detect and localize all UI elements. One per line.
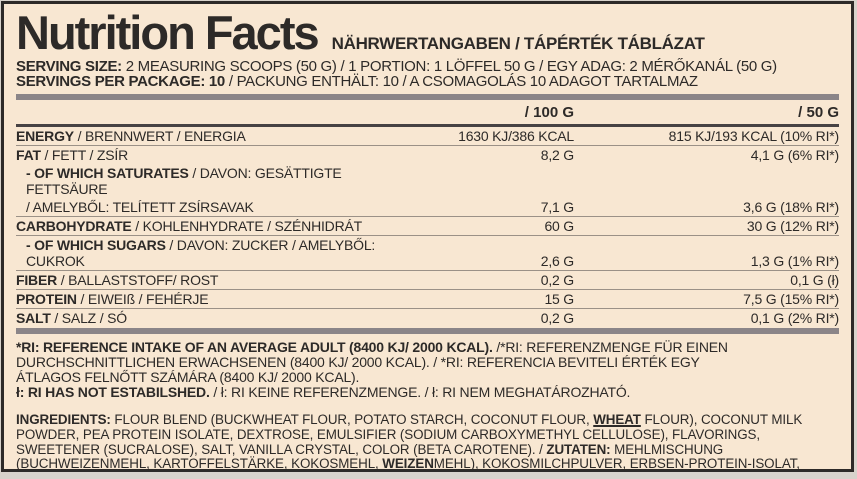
footnotes: *RI: REFERENCE INTAKE OF AN AVERAGE ADUL… [16,338,839,400]
nutrient-label: FIBER / BALLASTSTOFF/ ROST [16,271,219,288]
table-row: - OF WHICH SATURATES / DAVON: GESÄTTIGTE… [16,164,839,198]
table-row: FAT / FETT / ZSÍR 8,2 G 4,1 G (6% RI*) [16,146,839,164]
value-per-50g: 3,6 G (18% RI*) [743,198,839,215]
ingredients-paragraph: INGREDIENTS: FLOUR BLEND (BUCKWHEAT FLOU… [16,411,839,472]
value-per-100g: 0,2 G [540,309,574,326]
serving-size-line: SERVING SIZE: 2 MEASURING SCOOPS (50 G) … [16,59,839,75]
servings-per-package-line: SERVINGS PER PACKAGE: 10 / PACKUNG ENTHÄ… [16,74,839,90]
nutrition-label: Nutrition Facts NÄHRWERTANGABEN / TÁPÉRT… [1,1,854,472]
servings-per-package-label: SERVINGS PER PACKAGE: 10 [16,73,225,91]
value-per-50g: 1,3 G (1% RI*) [750,252,839,269]
column-header-per-100g: / 100 G [524,103,574,121]
bold-text-run: *RI: REFERENCE INTAKE OF AN AVERAGE ADUL… [16,338,493,355]
value-per-100g: 2,6 G [540,252,574,269]
column-header-spacer [16,104,424,121]
page-title: Nutrition Facts [16,6,320,59]
nutrient-label: PROTEIN / EIWEIß / FEHÉRJE [16,290,209,307]
page-subtitle: NÄHRWERTANGABEN / TÁPÉRTÉK TÁBLÁZAT [331,34,705,53]
value-per-50g: 0,1 G (2% RI*) [750,309,839,326]
value-per-50g: 815 KJ/193 KCAL (10% RI*) [668,127,840,144]
text-run: / ł: RI KEINE REFERENZMENGE. / ł: RI NEM… [209,383,631,400]
label-header: Nutrition Facts NÄHRWERTANGABEN / TÁPÉRT… [16,9,839,57]
nutrient-label: ENERGY / BRENNWERT / ENERGIA [16,127,246,144]
nutrient-label: FAT / FETT / ZSÍR [16,146,128,163]
serving-info: SERVING SIZE: 2 MEASURING SCOOPS (50 G) … [16,59,839,90]
column-headers: / 100 G / 50 G [16,100,839,124]
nutrient-label: - OF WHICH SATURATES / DAVON: GESÄTTIGTE… [26,164,342,197]
table-row: ENERGY / BRENNWERT / ENERGIA 1630 KJ/386 … [16,127,839,146]
serving-size-text: 2 MEASURING SCOOPS (50 G) / 1 PORTION: 1… [121,57,777,75]
text-run: MEHL), KOKOSMILCHPULVER, ERBSEN-PROTEIN-… [433,456,800,472]
header-rule [16,123,839,127]
table-row: FIBER / BALLASTSTOFF/ ROST 0,2 G 0,1 G (ł) [16,271,839,290]
value-per-50g: 30 G (12% RI*) [746,217,839,234]
nutrient-label: / AMELYBŐL: TELÍTETT ZSÍRSAVAK [26,198,254,215]
nutrition-table-rows: ENERGY / BRENNWERT / ENERGIA 1630 KJ/386 … [16,127,839,327]
text-run: FLOUR), COCONUT MILK POWDER, PEA PROTEIN… [16,411,803,457]
nutrient-label: SALT / SALZ / SÓ [16,309,127,326]
servings-per-package-text: / PACKUNG ENTHÄLT: 10 / A CSOMAGOLÁS 10 … [224,73,698,91]
allergen-highlight: WEIZEN [382,456,434,472]
table-row: - OF WHICH SUGARS / DAVON: ZUCKER / AMEL… [16,236,839,271]
value-per-100g: 15 G [544,290,574,307]
value-per-100g: 60 G [544,217,574,234]
value-per-50g: 7,5 G (15% RI*) [743,290,839,307]
bold-text-run: ł: RI HAS NOT ESTABILSHED. [16,383,210,400]
table-row: / AMELYBŐL: TELÍTETT ZSÍRSAVAK 7,1 G 3,6 G… [16,198,839,217]
text-run: /*RI: REFERENZMENGE FÜR EINEN DURCHSCHNI… [16,338,728,385]
separator-bar-bottom [16,327,839,334]
serving-size-label: SERVING SIZE: [16,57,122,75]
reference-intake-note: *RI: REFERENCE INTAKE OF AN AVERAGE ADUL… [16,338,748,385]
nutrient-label: CARBOHYDRATE / KOHLENHYDRATE / SZÉNHIDRÁ… [16,217,362,234]
table-row: SALT / SALZ / SÓ 0,2 G 0,1 G (2% RI*) [16,309,839,327]
value-per-100g: 8,2 G [540,146,574,163]
value-per-100g: 1630 KJ/386 KCAL [458,127,574,144]
table-row: CARBOHYDRATE / KOHLENHYDRATE / SZÉNHIDRÁ… [16,217,839,236]
bold-text-run: ZUTATEN: [546,441,611,457]
column-header-per-50g: / 50 G [798,103,839,121]
text-run: FLOUR BLEND (BUCKWHEAT FLOUR, POTATO STA… [110,411,594,427]
value-per-100g: 7,1 G [540,198,574,215]
text-run: MEHLMISCHUNG (BUCHWEIZENMEHL, KARTOFFELS… [16,441,724,472]
value-per-50g: 0,1 G (ł) [790,271,839,288]
value-per-100g: 0,2 G [540,271,574,288]
table-row: PROTEIN / EIWEIß / FEHÉRJE 15 G 7,5 G (15%… [16,290,839,309]
allergen-highlight: WHEAT [593,411,641,427]
no-reference-intake-note: ł: RI HAS NOT ESTABILSHED. / ł: RI KEINE… [16,383,839,400]
bold-text-run: INGREDIENTS: [16,411,111,427]
separator-bar-top [16,93,839,100]
value-per-50g: 4,1 G (6% RI*) [750,146,839,163]
nutrient-label: - OF WHICH SUGARS / DAVON: ZUCKER / AMEL… [26,236,376,269]
